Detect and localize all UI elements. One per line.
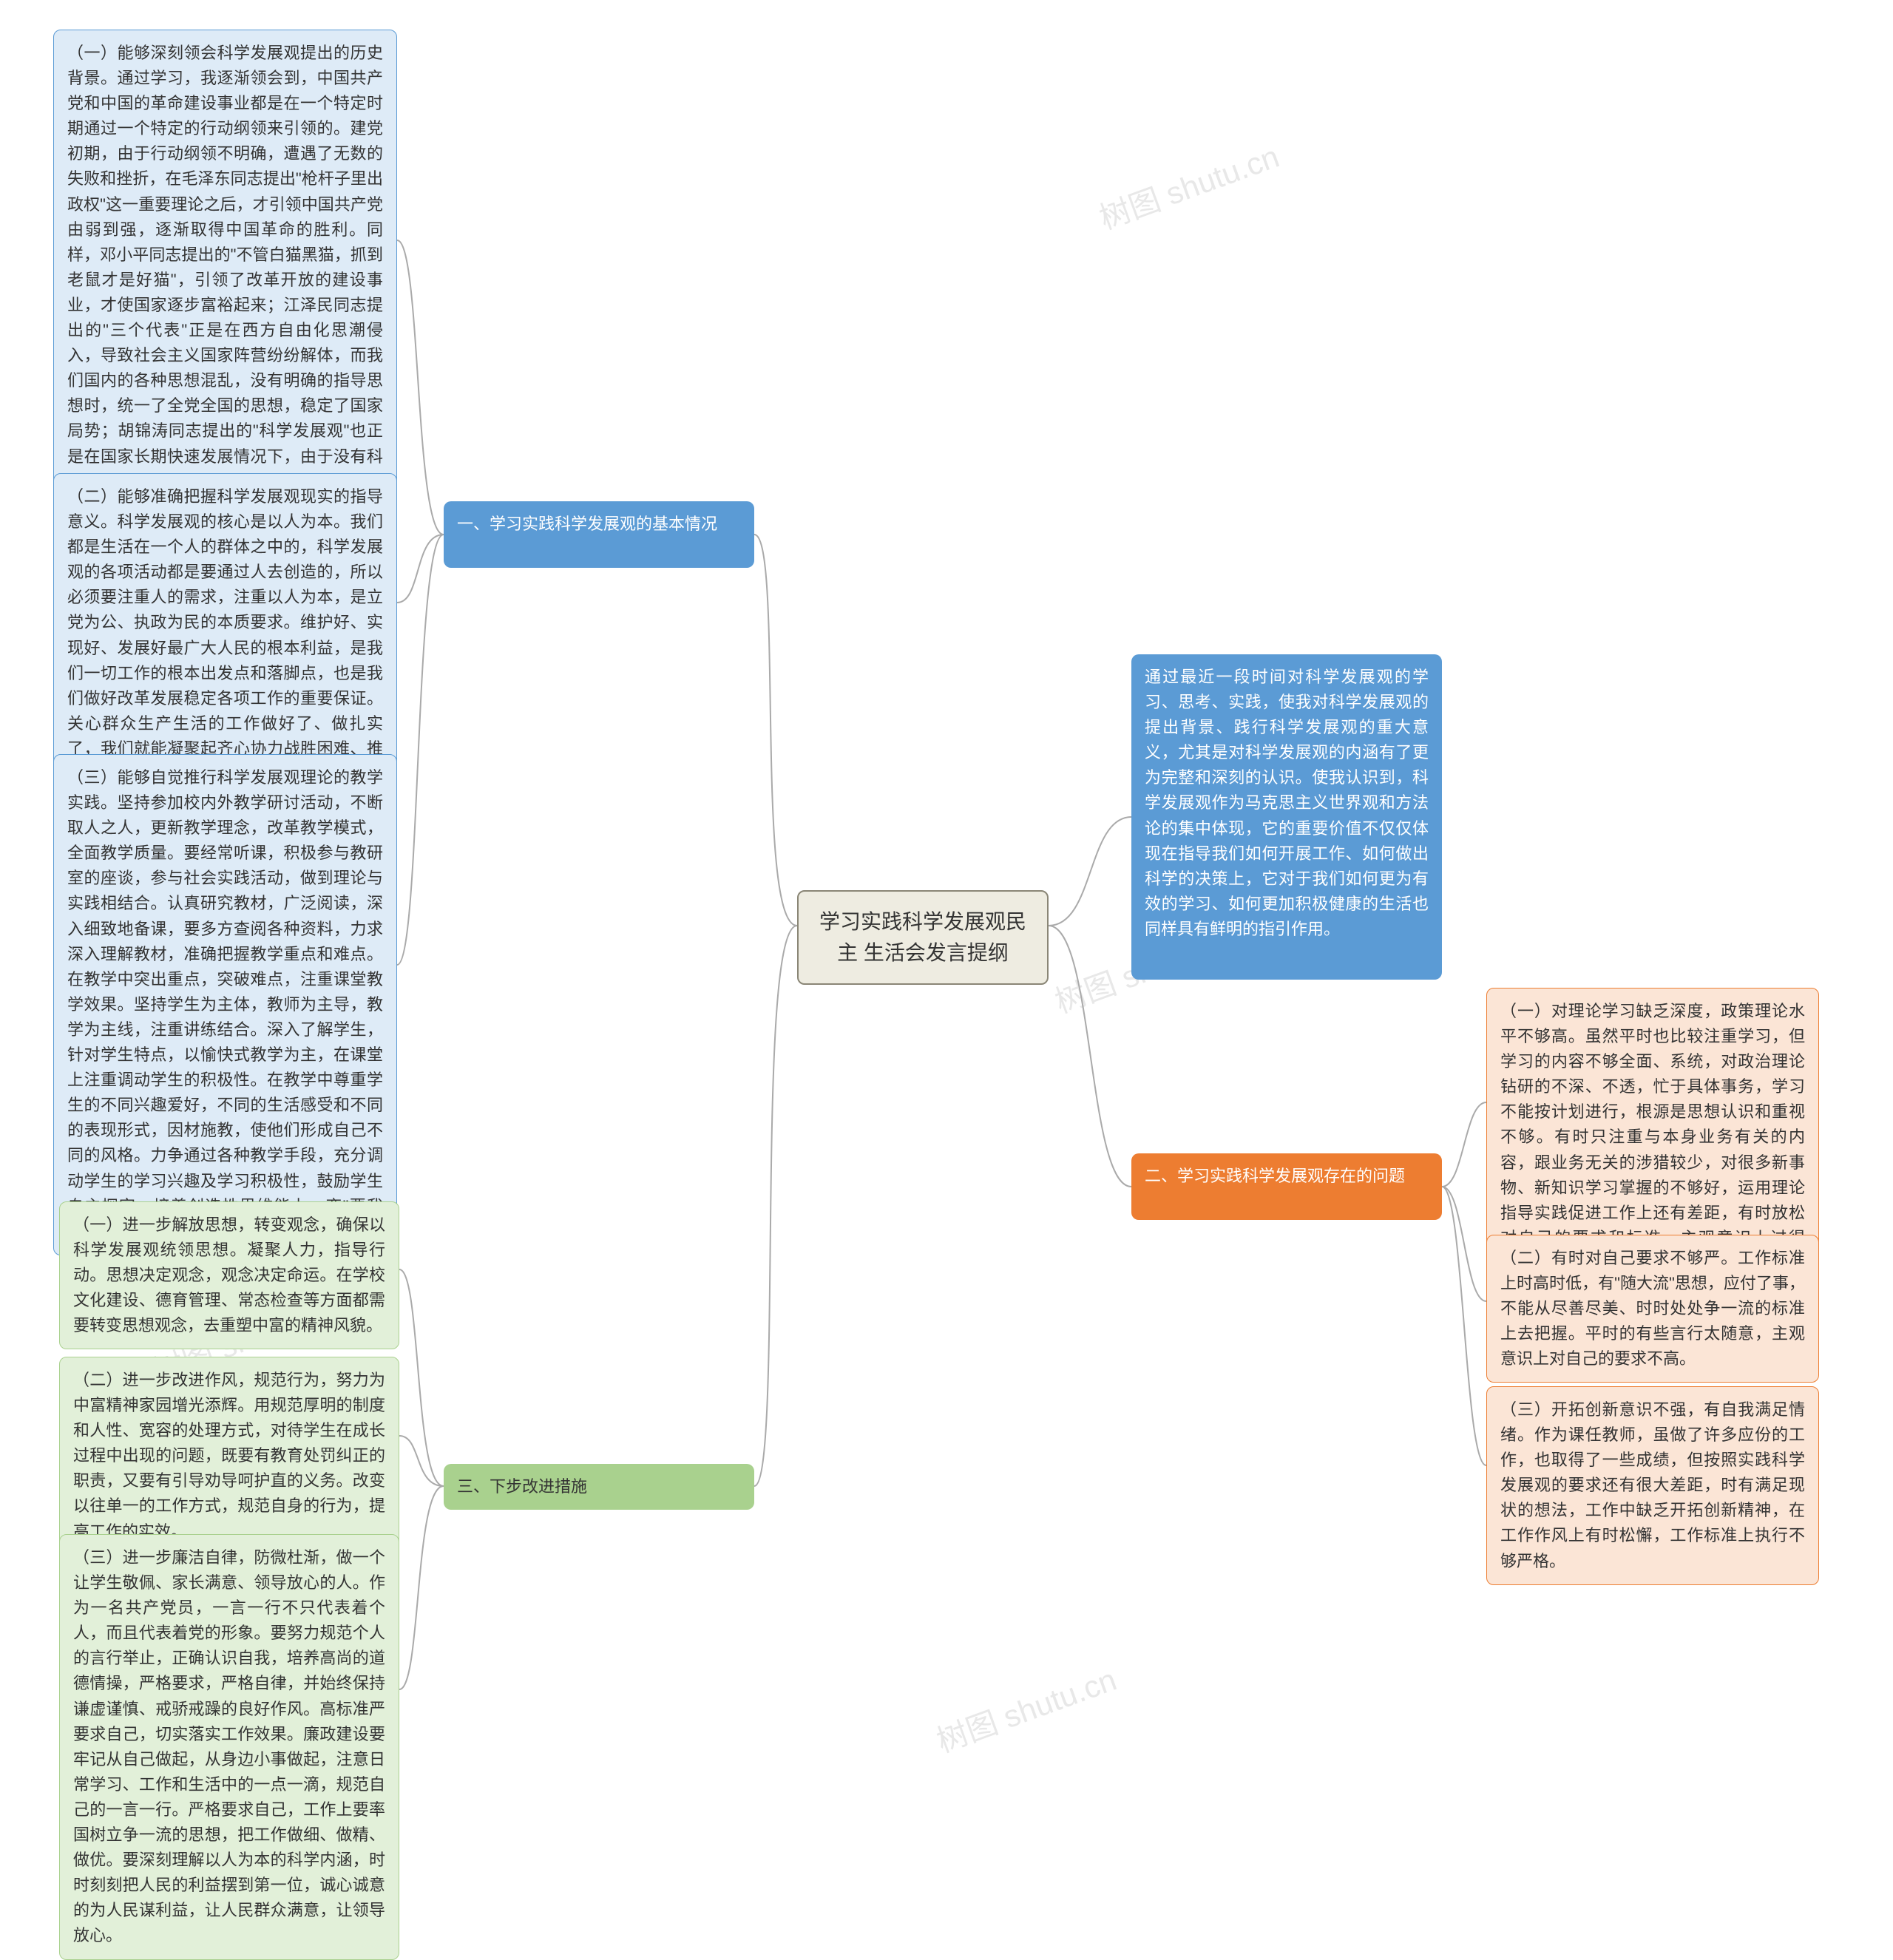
section-1-child: （三）能够自觉推行科学发展观理论的教学实践。坚持参加校内外教学研讨活动，不断取人… — [53, 754, 397, 1255]
center-node: 学习实践科学发展观民主 生活会发言提纲 — [797, 890, 1049, 985]
section-3-child: （二）进一步改进作风，规范行为，努力为中富精神家园增光添辉。用规范厚明的制度和人… — [59, 1357, 399, 1556]
intro-node: 通过最近一段时间对科学发展观的学习、思考、实践，使我对科学发展观的提出背景、践行… — [1131, 654, 1442, 980]
section-2-child: （二）有时对自己要求不够严。工作标准上时高时低，有"随大流"思想，应付了事，不能… — [1486, 1235, 1819, 1383]
section-1-child: （二）能够准确把握科学发展观现实的指导意义。科学发展观的核心是以人为本。我们都是… — [53, 473, 397, 798]
section-1-title: 一、学习实践科学发展观的基本情况 — [444, 501, 754, 568]
section-3-child: （三）进一步廉洁自律，防微杜渐，做一个让学生敬佩、家长满意、领导放心的人。作为一… — [59, 1534, 399, 1960]
section-1-child: （一）能够深刻领会科学发展观提出的历史背景。通过学习，我逐渐领会到，中国共产党和… — [53, 30, 397, 531]
section-2-child: （三）开拓创新意识不强，有自我满足情绪。作为课任教师，虽做了许多应份的工作，也取… — [1486, 1386, 1819, 1585]
section-3-title: 三、下步改进措施 — [444, 1464, 754, 1510]
section-3-child: （一）进一步解放思想，转变观念，确保以科学发展观统领思想。凝聚人力，指导行动。思… — [59, 1201, 399, 1349]
section-2-title: 二、学习实践科学发展观存在的问题 — [1131, 1153, 1442, 1220]
